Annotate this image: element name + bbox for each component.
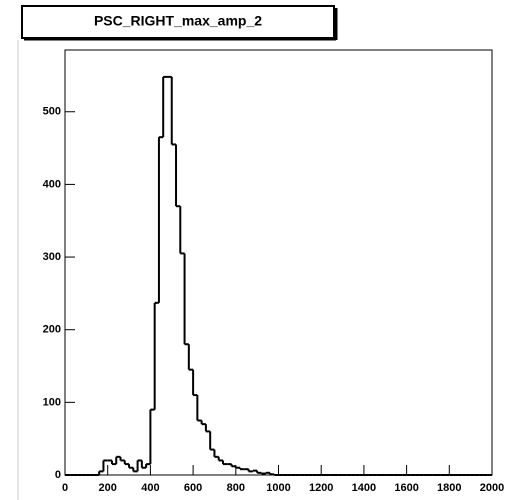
x-tick-label: 1600 xyxy=(394,482,418,494)
x-tick-label: 1400 xyxy=(352,482,376,494)
x-tick-label: 1000 xyxy=(266,482,290,494)
x-tick-label: 0 xyxy=(62,482,68,494)
y-tick-label: 0 xyxy=(55,469,61,481)
x-tick-label: 2000 xyxy=(480,482,504,494)
y-tick-label: 500 xyxy=(43,106,61,118)
y-tick-label: 400 xyxy=(43,178,61,190)
x-tick-label: 1200 xyxy=(309,482,333,494)
x-tick-label: 600 xyxy=(184,482,202,494)
x-tick-label: 200 xyxy=(99,482,117,494)
y-tick-label: 300 xyxy=(43,251,61,263)
x-tick-label: 400 xyxy=(141,482,159,494)
chart-title: PSC_RIGHT_max_amp_2 xyxy=(94,13,262,29)
y-tick-label: 100 xyxy=(43,396,61,408)
x-tick-label: 800 xyxy=(227,482,245,494)
x-tick-label: 1800 xyxy=(437,482,461,494)
y-tick-label: 200 xyxy=(43,324,61,336)
